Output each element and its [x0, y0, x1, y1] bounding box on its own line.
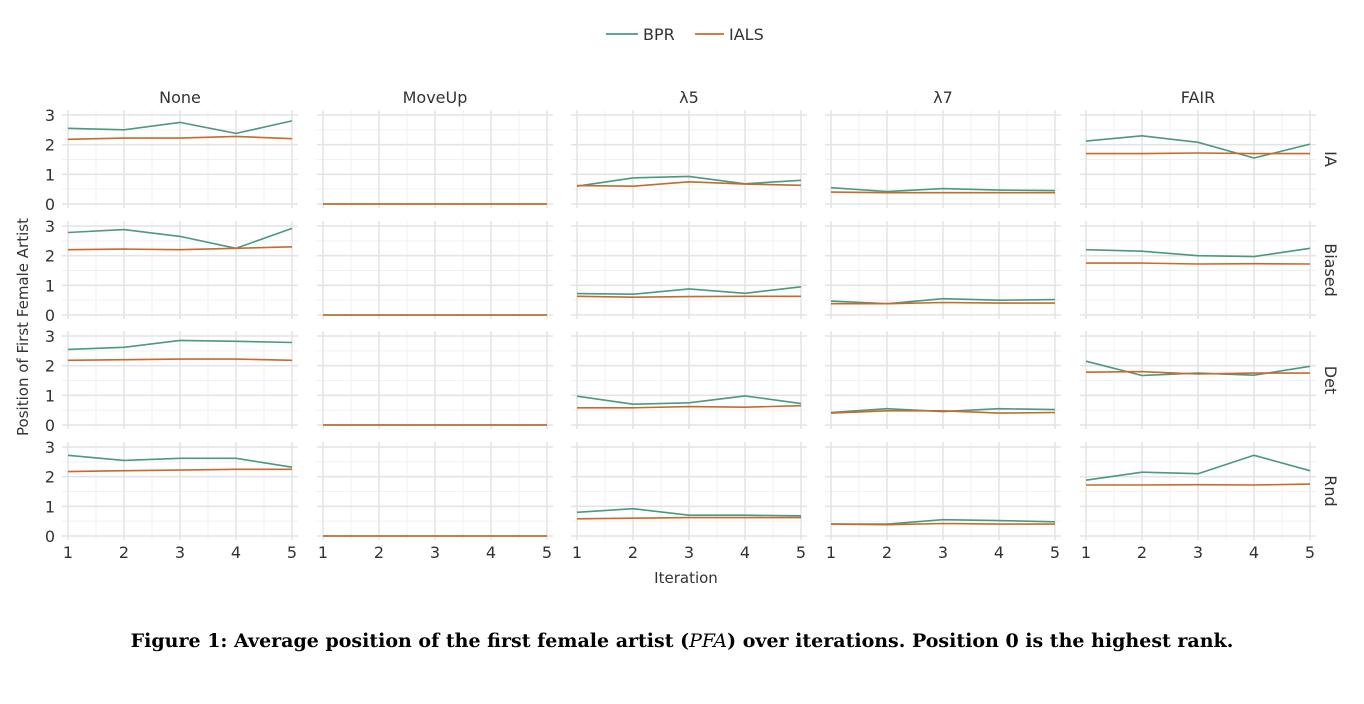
x-tick-label-lambda7: 1: [826, 543, 836, 562]
x-tick-label-moveup: 4: [486, 543, 496, 562]
series-line-bpr-rnd-lambda5: [576, 507, 802, 517]
x-tick-label-fair: 3: [1193, 543, 1203, 562]
series-line-bpr-ia-lambda5: [576, 175, 802, 187]
y-tick-label-biased: 3: [45, 217, 55, 236]
caption-text-italic: PFA: [689, 630, 728, 652]
x-tick-label-moveup: 2: [374, 543, 384, 562]
series-line-ials-biased-lambda7: [831, 301, 1055, 305]
y-tick-label-rnd: 2: [45, 468, 55, 487]
y-tick-label-ia: 2: [45, 136, 55, 155]
series-line-bpr-det-fair: [1085, 360, 1311, 377]
row-label-det: Det: [1321, 366, 1340, 394]
caption-text-after: ) over iterations. Position 0 is the hig…: [727, 630, 1234, 652]
y-tick-label-rnd: 1: [45, 497, 55, 516]
series-line-bpr-biased-fair: [1085, 247, 1311, 258]
x-tick-label-lambda7: 2: [882, 543, 892, 562]
y-tick-label-biased: 1: [45, 276, 55, 295]
series-line-ials-biased-fair: [1086, 262, 1311, 265]
column-label-moveup: MoveUp: [403, 88, 468, 107]
column-label-none: None: [159, 88, 201, 107]
x-tick-label-none: 2: [119, 543, 129, 562]
row-label-ia: IA: [1321, 151, 1340, 167]
series-line-ials-det-lambda7: [830, 409, 1056, 414]
row-label-rnd: Rnd: [1321, 475, 1340, 506]
y-tick-label-det: 3: [45, 327, 55, 346]
series-line-ials-ia-fair: [1086, 152, 1310, 155]
series-line-ials-rnd-fair: [1086, 483, 1311, 486]
column-label-lambda5: λ5: [679, 88, 699, 107]
series-line-bpr-ia-none: [67, 120, 293, 135]
series-line-ials-ia-none: [67, 135, 293, 141]
series-line-bpr-rnd-none: [67, 454, 293, 468]
x-tick-label-fair: 4: [1249, 543, 1259, 562]
series-line-ials-det-lambda5: [577, 404, 802, 409]
caption-text-before: Average position of the first female art…: [227, 630, 690, 652]
y-tick-label-det: 2: [45, 357, 55, 376]
series-line-ials-rnd-none: [67, 468, 292, 473]
x-tick-label-none: 1: [63, 543, 73, 562]
x-tick-label-lambda7: 4: [994, 543, 1004, 562]
x-tick-label-lambda5: 4: [740, 543, 750, 562]
series-line-ials-det-fair: [1085, 370, 1310, 375]
y-tick-label-rnd: 3: [45, 438, 55, 457]
series-line-bpr-biased-none: [67, 227, 293, 250]
series-line-bpr-biased-lambda5: [576, 286, 802, 296]
x-tick-label-moveup: 3: [430, 543, 440, 562]
x-tick-label-fair: 1: [1081, 543, 1091, 562]
figure-caption: Figure 1: Average position of the first …: [0, 630, 1364, 652]
y-axis-title: Position of First Female Artist: [14, 218, 32, 436]
series-line-bpr-rnd-fair: [1085, 454, 1311, 481]
series-line-bpr-biased-lambda7: [830, 297, 1056, 305]
y-tick-label-det: 1: [45, 386, 55, 405]
series-line-ials-biased-none: [67, 246, 293, 251]
legend-label-bpr: BPR: [643, 25, 675, 44]
series-line-ials-det-none: [67, 358, 293, 362]
x-tick-label-lambda7: 5: [1050, 543, 1060, 562]
x-tick-label-lambda5: 2: [628, 543, 638, 562]
column-label-fair: FAIR: [1181, 88, 1216, 107]
x-tick-label-lambda5: 5: [796, 543, 806, 562]
series-line-bpr-det-none: [67, 339, 293, 351]
legend-label-ials: IALS: [729, 25, 764, 44]
x-tick-label-none: 4: [231, 543, 241, 562]
series-line-ials-ia-lambda7: [830, 191, 1055, 194]
x-tick-label-fair: 5: [1305, 543, 1315, 562]
y-tick-label-det: 0: [45, 416, 55, 435]
y-tick-label-ia: 3: [45, 106, 55, 125]
x-tick-label-lambda5: 3: [684, 543, 694, 562]
x-tick-label-moveup: 1: [318, 543, 328, 562]
x-tick-label-none: 5: [287, 543, 297, 562]
series-line-ials-ia-lambda5: [576, 181, 802, 187]
caption-label: Figure 1:: [130, 630, 228, 652]
y-tick-label-rnd: 0: [45, 527, 55, 546]
x-tick-label-lambda7: 3: [938, 543, 948, 562]
x-tick-label-fair: 2: [1137, 543, 1147, 562]
series-line-ials-rnd-lambda5: [576, 516, 801, 520]
x-tick-label-moveup: 5: [542, 543, 552, 562]
y-tick-label-biased: 0: [45, 306, 55, 325]
y-tick-label-biased: 2: [45, 247, 55, 266]
series-line-ials-biased-lambda5: [576, 295, 801, 299]
y-tick-label-ia: 0: [45, 195, 55, 214]
row-label-biased: Biased: [1321, 243, 1340, 297]
series-line-bpr-ia-lambda7: [830, 186, 1056, 193]
y-tick-label-ia: 1: [45, 165, 55, 184]
x-tick-label-none: 3: [175, 543, 185, 562]
series-line-bpr-det-lambda5: [576, 395, 802, 406]
x-axis-title: Iteration: [654, 569, 718, 587]
column-label-lambda7: λ7: [933, 88, 953, 107]
series-line-ials-rnd-lambda7: [830, 522, 1055, 526]
x-tick-label-lambda5: 1: [572, 543, 582, 562]
